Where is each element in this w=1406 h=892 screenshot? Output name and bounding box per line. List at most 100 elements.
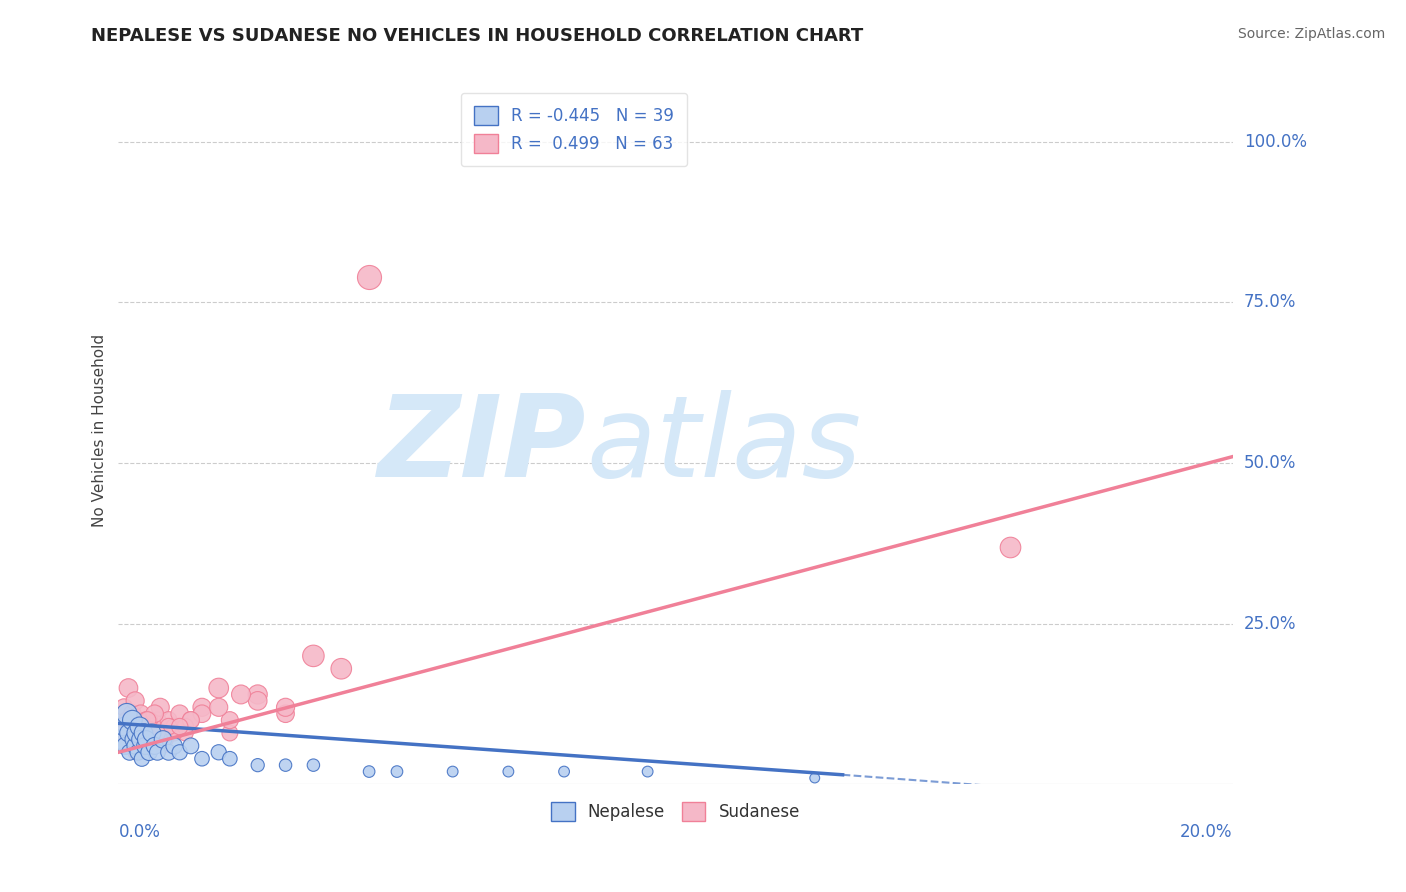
Point bbox=[131, 752, 153, 766]
Point bbox=[180, 713, 202, 727]
Point bbox=[112, 720, 135, 734]
Point bbox=[110, 726, 132, 740]
Point bbox=[146, 713, 169, 727]
Point bbox=[129, 726, 152, 740]
Point bbox=[136, 713, 159, 727]
Y-axis label: No Vehicles in Household: No Vehicles in Household bbox=[93, 334, 107, 527]
Text: NEPALESE VS SUDANESE NO VEHICLES IN HOUSEHOLD CORRELATION CHART: NEPALESE VS SUDANESE NO VEHICLES IN HOUS… bbox=[91, 27, 863, 45]
Point bbox=[174, 726, 197, 740]
Point bbox=[129, 706, 152, 721]
Point bbox=[115, 713, 138, 727]
Point bbox=[141, 732, 163, 747]
Point bbox=[441, 764, 464, 779]
Point bbox=[121, 732, 143, 747]
Point bbox=[129, 732, 152, 747]
Legend: Nepalese, Sudanese: Nepalese, Sudanese bbox=[543, 793, 808, 830]
Point bbox=[128, 726, 150, 740]
Point bbox=[274, 706, 297, 721]
Point bbox=[122, 726, 145, 740]
Point bbox=[180, 713, 202, 727]
Text: 20.0%: 20.0% bbox=[1180, 823, 1233, 841]
Point bbox=[118, 745, 141, 759]
Point bbox=[115, 739, 138, 753]
Point bbox=[637, 764, 659, 779]
Point bbox=[359, 764, 381, 779]
Point bbox=[998, 540, 1021, 554]
Point bbox=[132, 726, 155, 740]
Point bbox=[114, 739, 136, 753]
Point bbox=[385, 764, 408, 779]
Point bbox=[117, 726, 139, 740]
Point bbox=[124, 745, 146, 759]
Point bbox=[152, 739, 174, 753]
Point bbox=[143, 739, 166, 753]
Point bbox=[118, 732, 141, 747]
Point bbox=[125, 726, 148, 740]
Point bbox=[127, 720, 149, 734]
Point bbox=[218, 752, 240, 766]
Point bbox=[152, 726, 174, 740]
Text: 50.0%: 50.0% bbox=[1244, 454, 1296, 472]
Point bbox=[143, 706, 166, 721]
Point bbox=[246, 688, 269, 702]
Point bbox=[180, 739, 202, 753]
Point bbox=[174, 720, 197, 734]
Point bbox=[117, 681, 139, 695]
Point bbox=[553, 764, 575, 779]
Point bbox=[302, 758, 325, 772]
Point bbox=[359, 269, 381, 284]
Point bbox=[149, 700, 172, 714]
Point bbox=[208, 700, 231, 714]
Point bbox=[218, 713, 240, 727]
Point bbox=[157, 745, 180, 759]
Point bbox=[302, 648, 325, 663]
Point bbox=[218, 726, 240, 740]
Point bbox=[135, 732, 157, 747]
Point bbox=[143, 726, 166, 740]
Point bbox=[121, 713, 143, 727]
Point bbox=[246, 694, 269, 708]
Point bbox=[208, 681, 231, 695]
Point bbox=[128, 720, 150, 734]
Point bbox=[127, 720, 149, 734]
Point bbox=[208, 745, 231, 759]
Point bbox=[146, 745, 169, 759]
Point bbox=[122, 732, 145, 747]
Point bbox=[498, 764, 520, 779]
Point bbox=[169, 745, 191, 759]
Point bbox=[229, 688, 252, 702]
Point bbox=[169, 720, 191, 734]
Point bbox=[124, 694, 146, 708]
Point bbox=[127, 745, 149, 759]
Point bbox=[121, 706, 143, 721]
Point bbox=[191, 700, 214, 714]
Point bbox=[132, 726, 155, 740]
Point bbox=[141, 720, 163, 734]
Point bbox=[803, 771, 825, 785]
Point bbox=[131, 720, 153, 734]
Point bbox=[138, 732, 160, 747]
Point bbox=[118, 739, 141, 753]
Point bbox=[274, 700, 297, 714]
Point bbox=[274, 758, 297, 772]
Text: 100.0%: 100.0% bbox=[1244, 133, 1306, 151]
Point bbox=[134, 739, 156, 753]
Text: 75.0%: 75.0% bbox=[1244, 293, 1296, 311]
Point bbox=[163, 726, 186, 740]
Point bbox=[124, 739, 146, 753]
Point bbox=[191, 752, 214, 766]
Point bbox=[146, 726, 169, 740]
Point bbox=[157, 713, 180, 727]
Point bbox=[163, 720, 186, 734]
Point bbox=[141, 726, 163, 740]
Point bbox=[163, 739, 186, 753]
Point bbox=[135, 732, 157, 747]
Text: ZIP: ZIP bbox=[378, 390, 586, 500]
Point bbox=[115, 706, 138, 721]
Text: 25.0%: 25.0% bbox=[1244, 615, 1296, 632]
Point bbox=[125, 739, 148, 753]
Point bbox=[132, 726, 155, 740]
Point bbox=[114, 739, 136, 753]
Point bbox=[135, 713, 157, 727]
Text: 0.0%: 0.0% bbox=[118, 823, 160, 841]
